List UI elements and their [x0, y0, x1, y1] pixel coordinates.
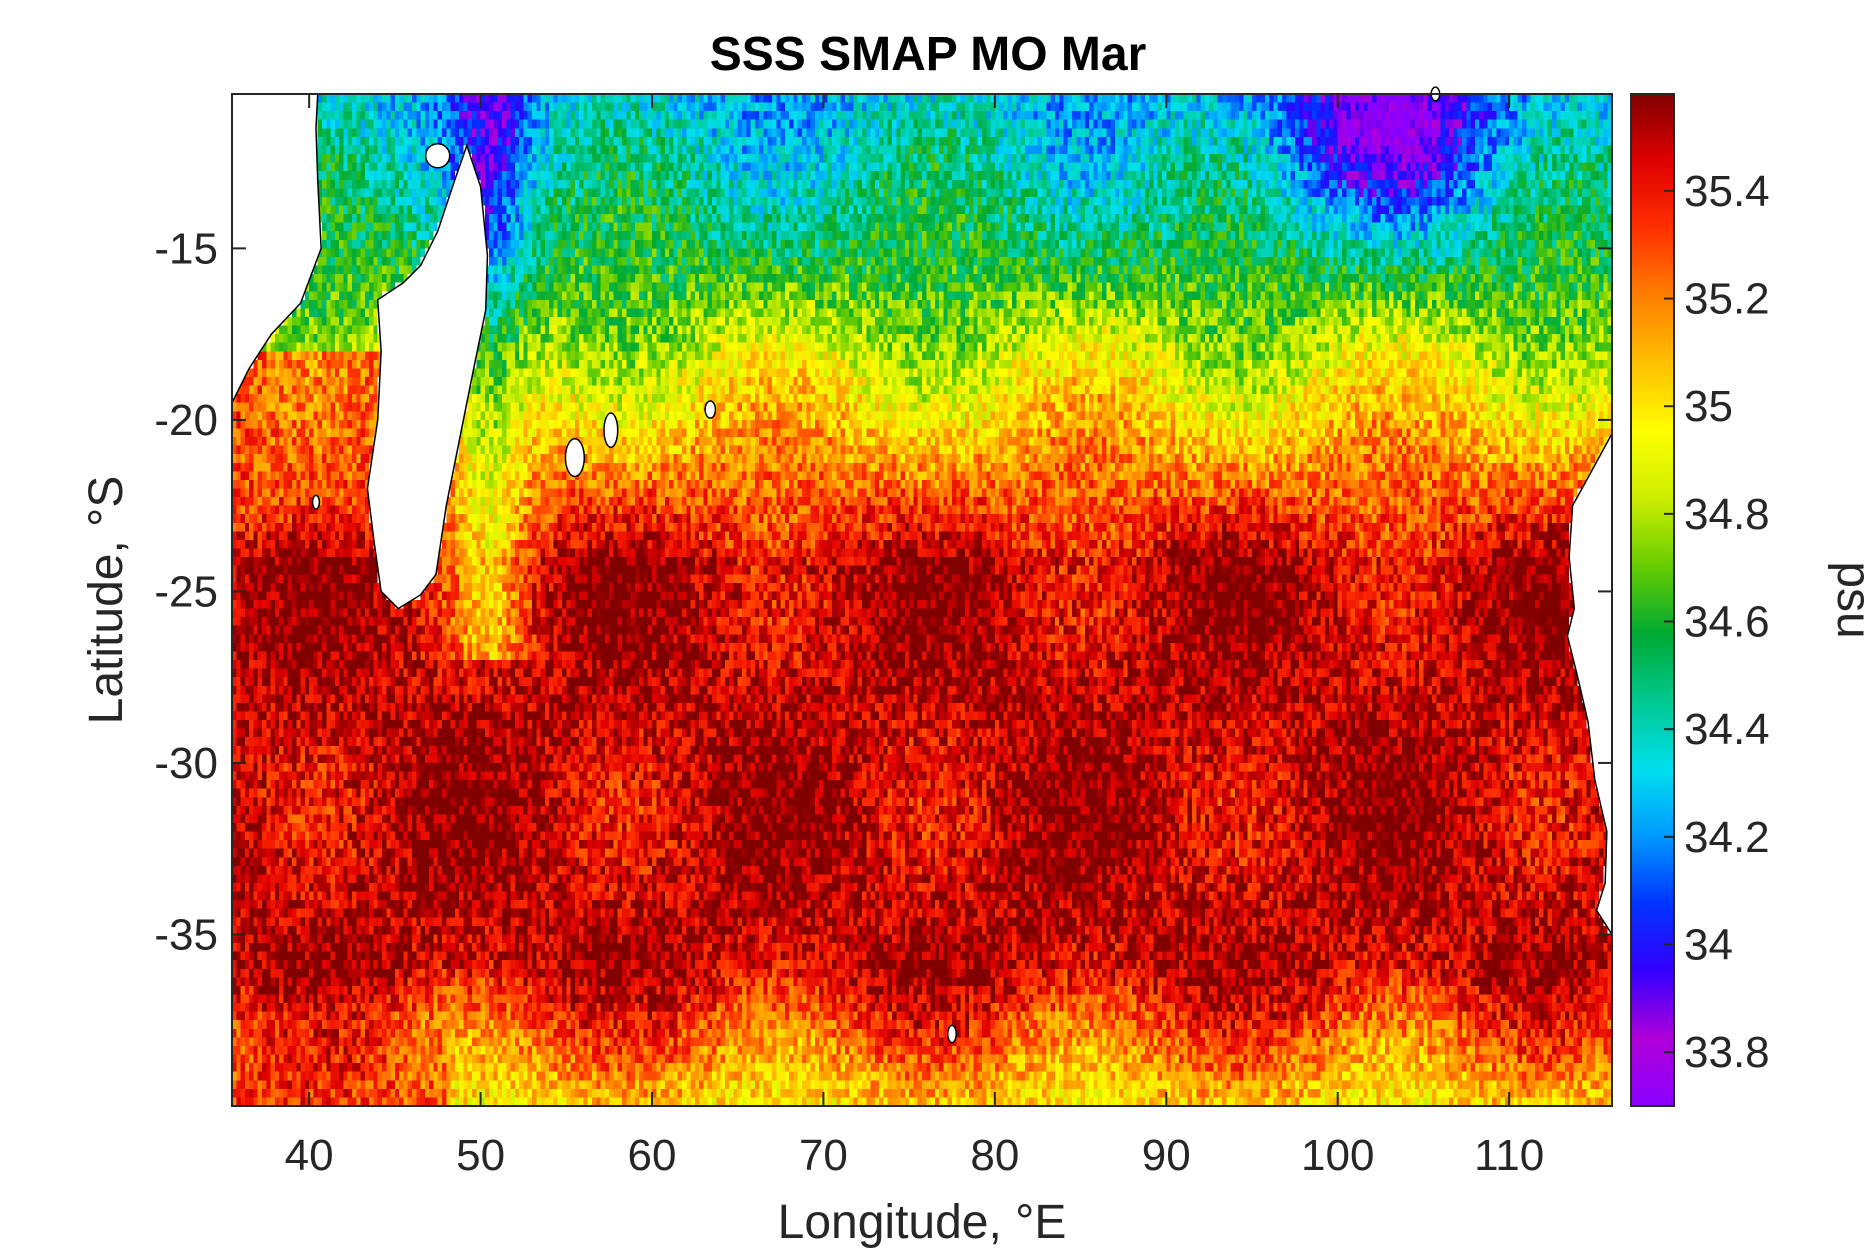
africa-land [231, 93, 322, 404]
colorbar: 35.4 35.2 35 34.8 34.6 34.4 34.2 34 33.8 psu [1630, 93, 1875, 1107]
land-masses [231, 86, 1613, 1044]
island [424, 142, 451, 169]
y-axis-label: Latitude, °S [80, 476, 133, 725]
x-tick-label: 40 [285, 1131, 334, 1180]
x-tick-label: 90 [1142, 1131, 1191, 1180]
colorbar-tick-label: 34.8 [1684, 490, 1770, 539]
chart-title: SSS SMAP MO Mar [710, 28, 1147, 81]
island [946, 1024, 958, 1044]
island [564, 438, 586, 478]
colorbar-tick-label: 34.4 [1684, 705, 1770, 754]
x-tick-label: 60 [628, 1131, 677, 1180]
x-tick-label: 50 [456, 1131, 505, 1180]
plot-area [231, 86, 1613, 1107]
x-tick-label: 80 [970, 1131, 1019, 1180]
colorbar-tick-label: 34.6 [1684, 598, 1770, 647]
plot-frame [231, 93, 1613, 1107]
colorbar-tick-label: 35.4 [1684, 167, 1770, 216]
x-tick-label: 110 [1474, 1131, 1544, 1180]
island [603, 412, 619, 449]
y-tick-label: -25 [154, 567, 218, 616]
y-tick-label: -20 [154, 396, 218, 445]
x-axis-label: Longitude, °E [778, 1196, 1067, 1249]
y-tick-label: -15 [154, 224, 218, 273]
island [704, 400, 717, 419]
colorbar-tick-label: 34 [1684, 921, 1733, 970]
y-tick-label: -30 [154, 739, 218, 788]
island [311, 494, 321, 510]
australia-land [1566, 433, 1613, 938]
x-tick-label: 70 [799, 1131, 848, 1180]
colorbar-tick-label: 34.2 [1684, 813, 1770, 862]
x-axis: 40 50 60 70 80 90 100 110 [285, 94, 1544, 1180]
colorbar-tick-label: 33.8 [1684, 1028, 1770, 1077]
x-tick-label: 100 [1301, 1131, 1374, 1180]
colorbar-tick-label: 35 [1684, 382, 1733, 431]
madagascar-land [366, 143, 489, 610]
colorbar-label: psu [1827, 561, 1875, 638]
y-axis: -15 -20 -25 -30 -35 [154, 224, 1612, 959]
colorbar-tick-label: 35.2 [1684, 275, 1770, 324]
colorbar-gradient [1630, 93, 1675, 1107]
colorbar-ticks: 35.4 35.2 35 34.8 34.6 34.4 34.2 34 33.8 [1664, 167, 1770, 1077]
y-tick-label: -35 [154, 910, 218, 959]
